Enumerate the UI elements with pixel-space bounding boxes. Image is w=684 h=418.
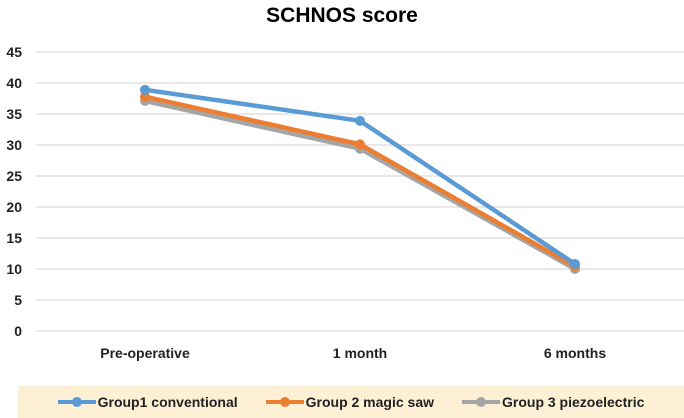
y-tick-label: 15 [6, 230, 22, 246]
data-point [355, 115, 365, 126]
y-tick-label: 25 [6, 168, 22, 184]
y-tick-label: 0 [14, 323, 22, 339]
y-tick-label: 40 [6, 75, 22, 91]
y-tick-label: 5 [14, 292, 22, 308]
legend-item: Group 2 magic saw [265, 394, 434, 410]
data-point [355, 139, 365, 150]
series-line [144, 98, 577, 271]
legend-label: Group1 conventional [97, 394, 238, 410]
y-tick-label: 20 [6, 199, 22, 215]
legend-marker-icon [57, 397, 96, 407]
legend-item: Group 3 piezoelectric [462, 394, 644, 410]
x-tick-label: 6 months [544, 345, 606, 361]
legend-marker-icon [462, 397, 500, 407]
data-point [570, 259, 580, 270]
y-tick-label: 45 [6, 44, 22, 60]
chart-title: SCHNOS score [266, 4, 418, 27]
y-tick-label: 10 [6, 261, 22, 277]
legend: Group1 conventional Group 2 magic saw Grou… [18, 386, 684, 418]
legend-marker-icon [265, 397, 304, 407]
legend-label: Group 3 piezoelectric [502, 394, 645, 410]
data-point [140, 84, 150, 95]
x-tick-label: Pre-operative [100, 345, 190, 361]
legend-label: Group 2 magic saw [305, 394, 434, 410]
y-tick-label: 30 [6, 137, 22, 153]
y-tick-label: 35 [6, 106, 22, 122]
legend-item: Group1 conventional [57, 394, 238, 410]
x-tick-label: 1 month [333, 345, 387, 361]
line-chart: 0 5 10 15 20 25 30 35 40 45 Pre-operative 1 month 6 … [6, 44, 684, 361]
